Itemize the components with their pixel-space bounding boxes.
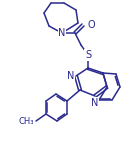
Text: N: N xyxy=(58,28,66,38)
Text: CH₃: CH₃ xyxy=(18,116,34,125)
Text: O: O xyxy=(87,20,95,30)
Text: N: N xyxy=(91,98,99,108)
Text: S: S xyxy=(85,50,91,60)
Text: N: N xyxy=(67,71,74,81)
